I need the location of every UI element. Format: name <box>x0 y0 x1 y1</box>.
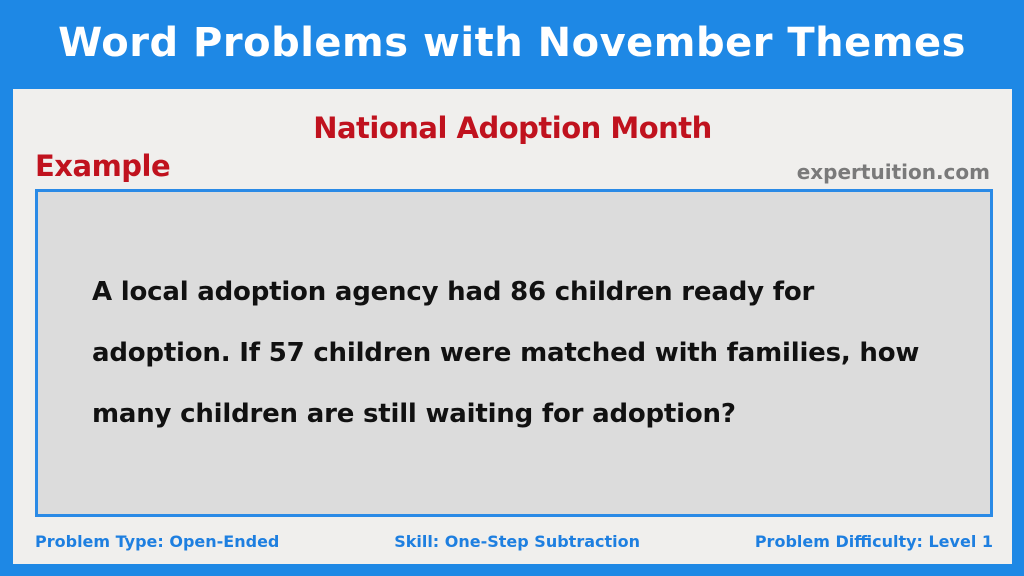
problem-meta-footer: Problem Type: Open-Ended Skill: One-Step… <box>35 532 993 551</box>
theme-title: National Adoption Month <box>313 111 712 145</box>
problem-text: A local adoption agency had 86 children … <box>92 276 920 429</box>
problem-type-label: Problem Type: Open-Ended <box>35 532 280 551</box>
page-title: Word Problems with November Themes <box>58 20 966 66</box>
worksheet-card: National Adoption Month Example expertui… <box>13 89 1012 564</box>
problem-box: A local adoption agency had 86 children … <box>35 189 993 517</box>
difficulty-label: Problem Difficulty: Level 1 <box>754 532 993 551</box>
example-label: Example <box>35 149 171 183</box>
skill-label: Skill: One-Step Subtraction <box>394 532 641 551</box>
site-watermark: expertuition.com <box>796 160 990 184</box>
